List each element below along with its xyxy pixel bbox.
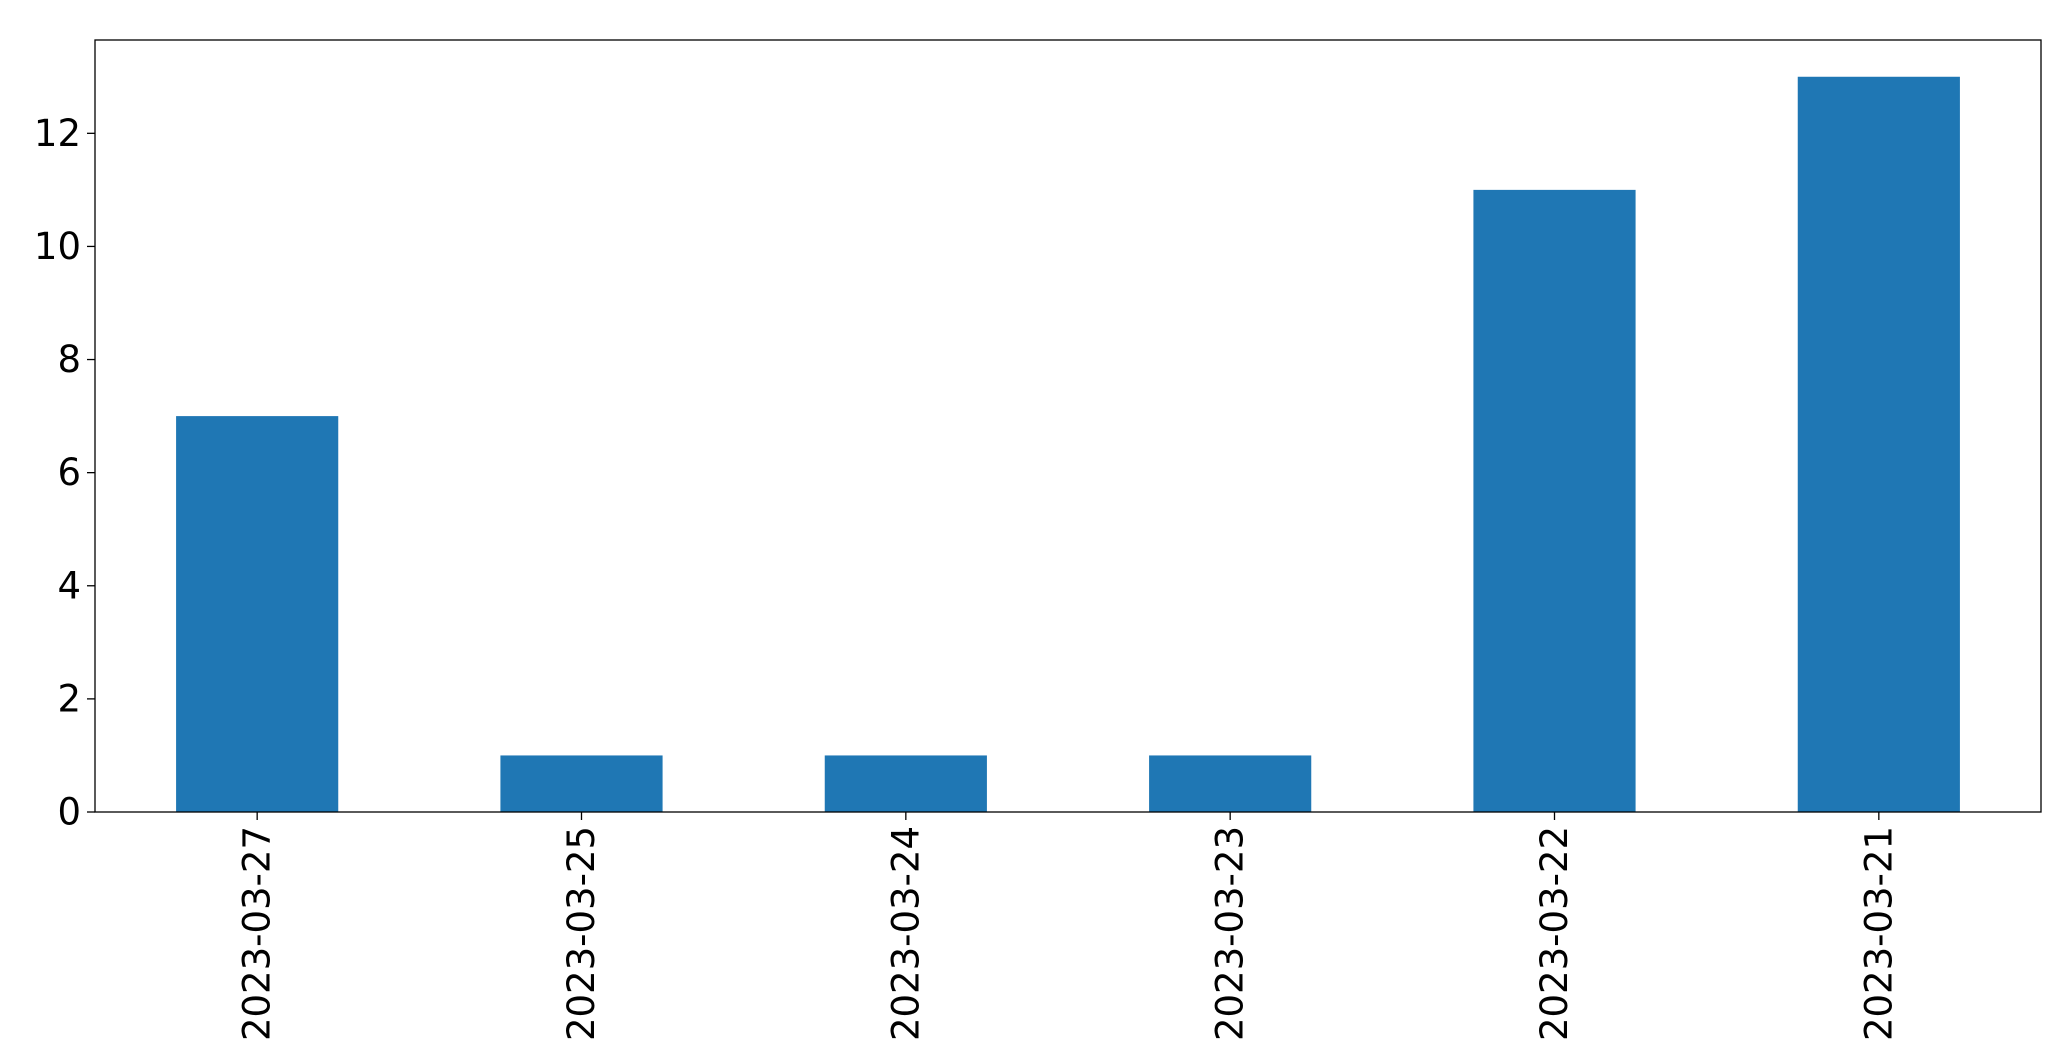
y-tick-label: 2 (57, 677, 81, 720)
x-tick-label: 2023-03-22 (1533, 826, 1576, 1041)
x-axis: 2023-03-27 2023-03-25 2023-03-24 2023-03-23… (236, 812, 1900, 1041)
y-tick-label: 12 (34, 112, 81, 155)
bar-2023-03-27 (176, 416, 339, 812)
plot-frame (94, 39, 2042, 813)
y-tick-label: 0 (57, 791, 81, 834)
x-tick-label: 2023-03-25 (560, 826, 603, 1041)
bar-2023-03-21 (1797, 76, 1960, 812)
x-tick-label: 2023-03-24 (884, 826, 927, 1041)
bars-group (176, 76, 1960, 812)
bar-2023-03-24 (824, 755, 987, 812)
bar-2023-03-23 (1149, 755, 1312, 812)
y-tick-label: 6 (57, 451, 81, 494)
x-tick-label: 2023-03-23 (1209, 826, 1252, 1041)
x-tick-label: 2023-03-21 (1857, 826, 1900, 1041)
x-tick-label: 2023-03-27 (236, 826, 279, 1041)
y-tick-label: 10 (34, 225, 81, 268)
y-tick-label: 4 (57, 564, 81, 607)
y-tick-label: 8 (57, 338, 81, 381)
bar-2023-03-22 (1473, 189, 1636, 812)
bar-2023-03-25 (500, 755, 663, 812)
y-axis: 0 2 4 6 8 10 12 (34, 112, 95, 834)
